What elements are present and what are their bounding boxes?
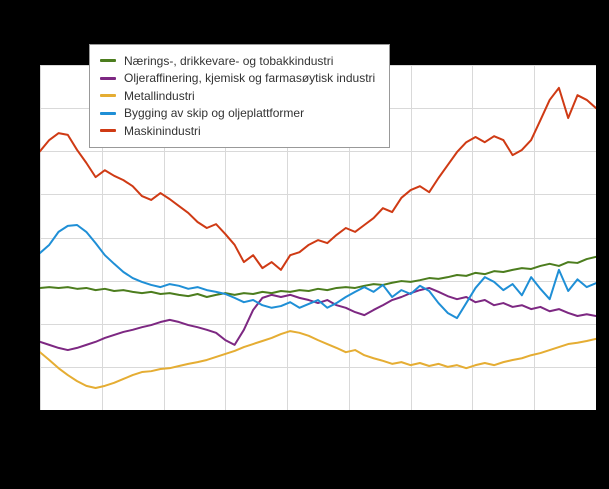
series-line-metallindustri xyxy=(40,330,596,390)
legend-swatch-yellow-line xyxy=(100,94,116,98)
legend-item-oljeraffinering-kjemisk-farmasoytisk[interactable]: Oljeraffinering, kjemisk og farmasøytisk… xyxy=(100,70,375,88)
legend-label: Nærings-, drikkevare- og tobakkindustri xyxy=(124,53,334,68)
chart-legend: Nærings-, drikkevare- og tobakkindustri … xyxy=(89,44,391,148)
legend-label: Maskinindustri xyxy=(124,123,201,138)
legend-item-bygging-skip-oljeplattformer[interactable]: Bygging av skip og oljeplattformer xyxy=(100,105,375,123)
series-line-bygging-av-skip-og-oljeplattformer xyxy=(40,223,596,320)
legend-swatch-purple-line xyxy=(100,76,116,80)
legend-item-metallindustri[interactable]: Metallindustri xyxy=(100,87,375,105)
legend-item-maskinindustri[interactable]: Maskinindustri xyxy=(100,122,375,140)
legend-label: Oljeraffinering, kjemisk og farmasøytisk… xyxy=(124,71,376,86)
legend-label: Metallindustri xyxy=(124,88,195,103)
legend-swatch-red-line xyxy=(100,129,116,133)
legend-swatch-green-line xyxy=(100,59,116,63)
legend-item-naerings-drikkevare-tobakk[interactable]: Nærings-, drikkevare- og tobakkindustri xyxy=(100,52,375,70)
legend-label: Bygging av skip og oljeplattformer xyxy=(124,106,305,121)
series-line-n-rings-drikkevare-og-tobakkindustri xyxy=(40,255,596,299)
legend-swatch-blue-line xyxy=(100,111,116,115)
series-line-oljeraffinering-kjemisk-og-farmas-ytisk-industri xyxy=(40,286,596,352)
series-line-maskinindustri xyxy=(40,86,596,271)
